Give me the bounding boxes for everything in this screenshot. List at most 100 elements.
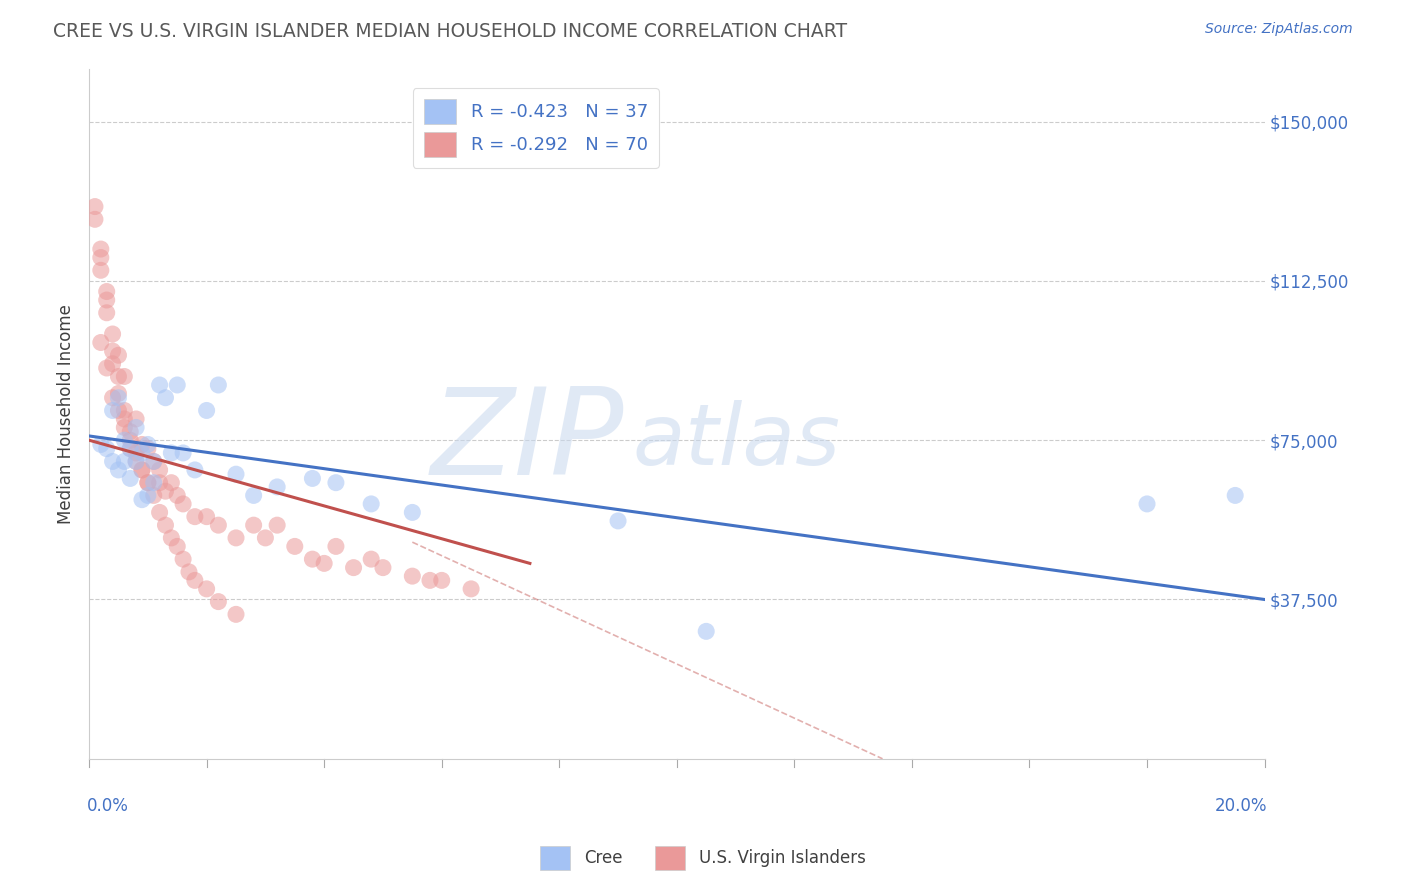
Point <box>266 518 288 533</box>
Text: Source: ZipAtlas.com: Source: ZipAtlas.com <box>1205 22 1353 37</box>
Point <box>342 560 364 574</box>
Point <box>149 505 172 519</box>
Point <box>131 463 153 477</box>
Text: 20.0%: 20.0% <box>1215 797 1267 814</box>
Point <box>149 378 172 392</box>
Point <box>314 557 336 571</box>
Point <box>84 200 107 214</box>
Point <box>136 475 159 490</box>
Point <box>184 509 207 524</box>
Point <box>160 446 183 460</box>
Point <box>101 326 124 341</box>
Point <box>430 574 453 588</box>
Point <box>96 442 118 456</box>
Point <box>120 442 142 456</box>
Point <box>142 454 165 468</box>
Point <box>160 531 183 545</box>
Point <box>112 420 135 434</box>
Point <box>131 437 153 451</box>
Text: CREE VS U.S. VIRGIN ISLANDER MEDIAN HOUSEHOLD INCOME CORRELATION CHART: CREE VS U.S. VIRGIN ISLANDER MEDIAN HOUS… <box>53 22 848 41</box>
Point <box>120 425 142 439</box>
Legend: R = -0.423   N = 37, R = -0.292   N = 70: R = -0.423 N = 37, R = -0.292 N = 70 <box>413 88 658 168</box>
Point <box>125 446 148 460</box>
Point <box>284 540 307 554</box>
Point <box>607 514 630 528</box>
Point <box>84 212 107 227</box>
Point <box>149 463 172 477</box>
Text: atlas: atlas <box>633 400 841 483</box>
Y-axis label: Median Household Income: Median Household Income <box>58 303 75 524</box>
Point <box>96 361 118 376</box>
Point <box>242 488 264 502</box>
Point <box>125 420 148 434</box>
Point <box>225 531 247 545</box>
Point <box>136 442 159 456</box>
Point <box>184 463 207 477</box>
Point <box>125 454 148 468</box>
Point <box>195 403 218 417</box>
Point <box>207 378 229 392</box>
Text: ZIP: ZIP <box>430 383 624 500</box>
Point <box>136 488 159 502</box>
Point <box>131 492 153 507</box>
Point <box>107 463 129 477</box>
Point <box>90 263 112 277</box>
Text: 0.0%: 0.0% <box>87 797 128 814</box>
Point <box>225 607 247 622</box>
Point <box>207 594 229 608</box>
Point <box>184 574 207 588</box>
Point <box>101 357 124 371</box>
Point <box>166 488 188 502</box>
Point <box>101 343 124 358</box>
Point <box>242 518 264 533</box>
Point <box>120 433 142 447</box>
Point <box>112 454 135 468</box>
Point <box>172 446 194 460</box>
Point <box>107 403 129 417</box>
Point <box>166 540 188 554</box>
Point <box>90 251 112 265</box>
Point <box>177 565 200 579</box>
Point <box>112 403 135 417</box>
Point <box>460 582 482 596</box>
Point <box>1136 497 1159 511</box>
Point <box>125 412 148 426</box>
Point <box>90 437 112 451</box>
Point <box>325 540 347 554</box>
Point <box>107 386 129 401</box>
Point <box>125 454 148 468</box>
Point <box>401 505 423 519</box>
Point <box>142 488 165 502</box>
Point <box>136 475 159 490</box>
Point <box>172 497 194 511</box>
Point <box>131 446 153 460</box>
Point <box>120 442 142 456</box>
Point <box>360 552 382 566</box>
Point <box>155 484 177 499</box>
Point <box>401 569 423 583</box>
Point <box>360 497 382 511</box>
Point <box>101 454 124 468</box>
Point <box>301 552 323 566</box>
Point <box>142 454 165 468</box>
Point <box>136 437 159 451</box>
Point <box>120 471 142 485</box>
Point <box>195 509 218 524</box>
Point <box>195 582 218 596</box>
Point <box>419 574 441 588</box>
Legend: Cree, U.S. Virgin Islanders: Cree, U.S. Virgin Islanders <box>534 839 872 877</box>
Point <box>695 624 717 639</box>
Point <box>96 293 118 307</box>
Point <box>160 475 183 490</box>
Point <box>96 306 118 320</box>
Point <box>101 391 124 405</box>
Point <box>155 391 177 405</box>
Point <box>112 369 135 384</box>
Point <box>101 403 124 417</box>
Point <box>301 471 323 485</box>
Point <box>155 518 177 533</box>
Point <box>107 348 129 362</box>
Point <box>112 412 135 426</box>
Point <box>107 369 129 384</box>
Point <box>371 560 394 574</box>
